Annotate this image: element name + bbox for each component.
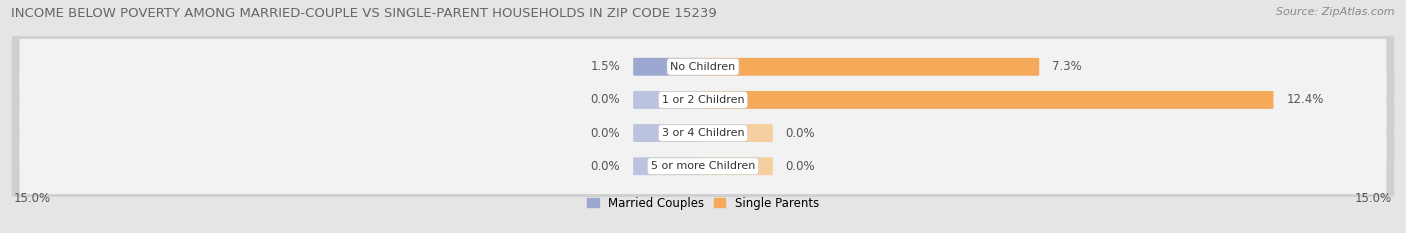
FancyBboxPatch shape (11, 135, 1395, 197)
FancyBboxPatch shape (20, 72, 1386, 128)
Text: 0.0%: 0.0% (591, 127, 620, 140)
FancyBboxPatch shape (702, 124, 773, 142)
FancyBboxPatch shape (702, 91, 1274, 109)
Text: 0.0%: 0.0% (786, 127, 815, 140)
Text: Source: ZipAtlas.com: Source: ZipAtlas.com (1277, 7, 1395, 17)
FancyBboxPatch shape (633, 124, 704, 142)
Text: 0.0%: 0.0% (591, 160, 620, 173)
FancyBboxPatch shape (702, 58, 1039, 76)
FancyBboxPatch shape (11, 36, 1395, 98)
FancyBboxPatch shape (633, 58, 704, 76)
FancyBboxPatch shape (20, 39, 1386, 95)
FancyBboxPatch shape (11, 102, 1395, 164)
Text: 0.0%: 0.0% (591, 93, 620, 106)
Legend: Married Couples, Single Parents: Married Couples, Single Parents (585, 194, 821, 212)
Text: 5 or more Children: 5 or more Children (651, 161, 755, 171)
Text: 15.0%: 15.0% (1355, 192, 1392, 205)
FancyBboxPatch shape (633, 157, 704, 175)
Text: INCOME BELOW POVERTY AMONG MARRIED-COUPLE VS SINGLE-PARENT HOUSEHOLDS IN ZIP COD: INCOME BELOW POVERTY AMONG MARRIED-COUPL… (11, 7, 717, 20)
FancyBboxPatch shape (20, 105, 1386, 161)
Text: 1 or 2 Children: 1 or 2 Children (662, 95, 744, 105)
FancyBboxPatch shape (11, 69, 1395, 131)
Text: 1.5%: 1.5% (591, 60, 620, 73)
Text: 15.0%: 15.0% (14, 192, 51, 205)
Text: 7.3%: 7.3% (1052, 60, 1081, 73)
FancyBboxPatch shape (20, 138, 1386, 194)
FancyBboxPatch shape (702, 157, 773, 175)
Text: 12.4%: 12.4% (1286, 93, 1323, 106)
Text: 3 or 4 Children: 3 or 4 Children (662, 128, 744, 138)
FancyBboxPatch shape (633, 91, 704, 109)
Text: 0.0%: 0.0% (786, 160, 815, 173)
Text: No Children: No Children (671, 62, 735, 72)
